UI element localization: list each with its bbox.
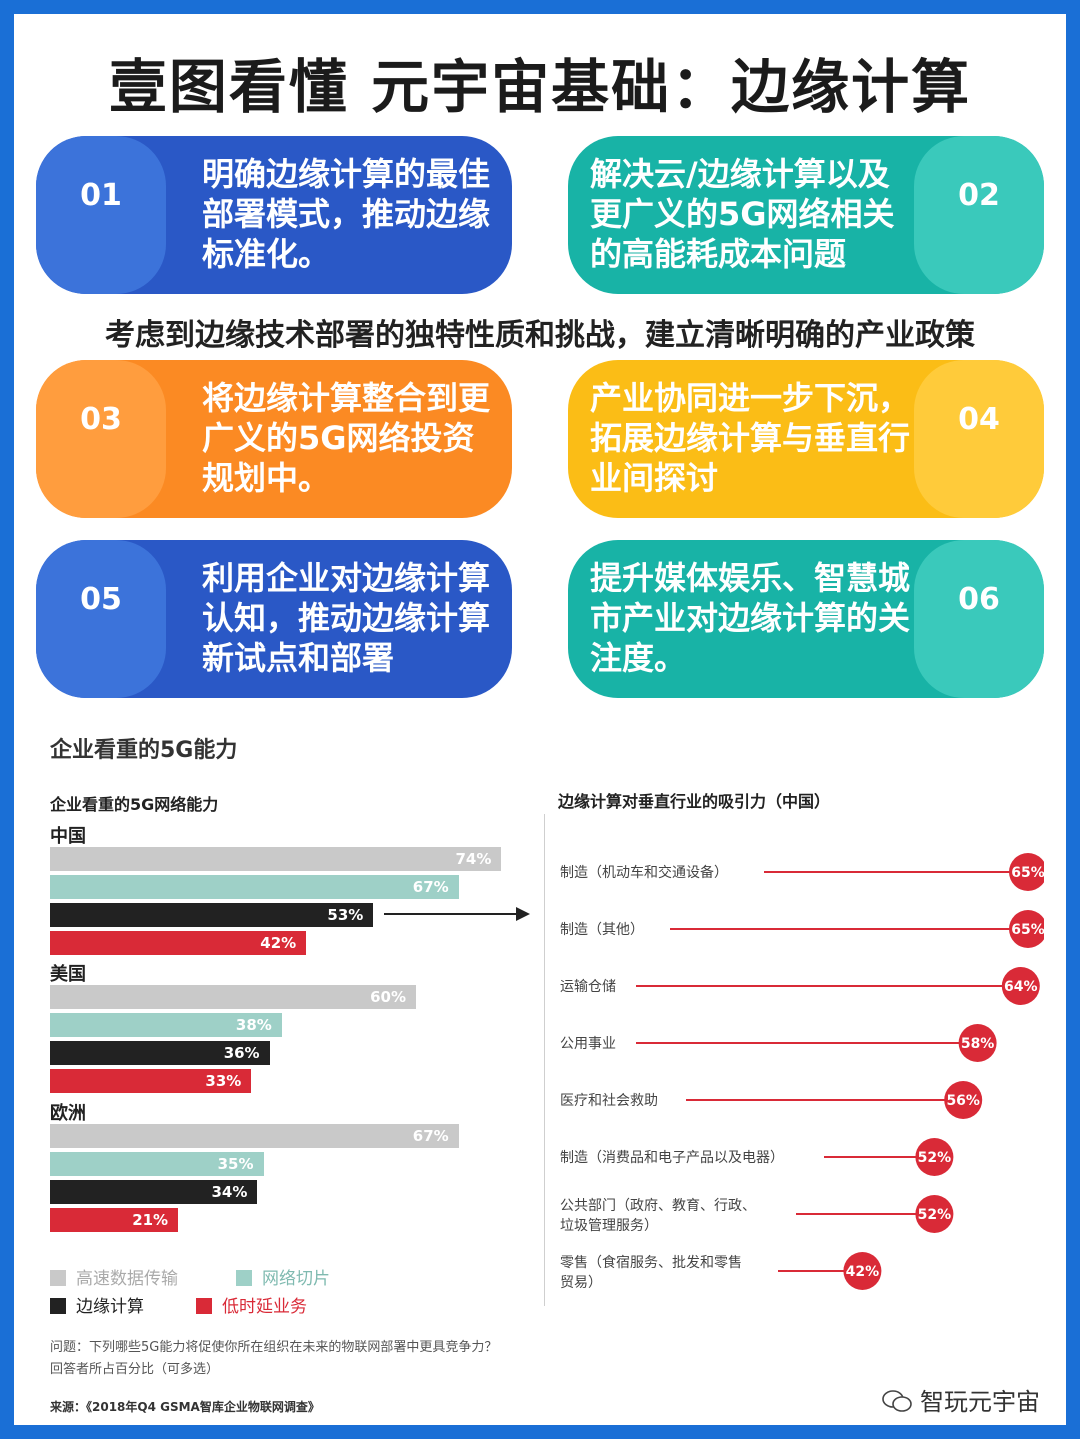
value-label: 52% <box>918 1150 952 1166</box>
card-text: 产业协同进一步下沉，拓展边缘计算与垂直行业间探讨 <box>590 379 911 497</box>
page-title: 壹图看懂 元宇宙基础：边缘计算 <box>108 53 972 121</box>
infographic-frame: 壹图看懂 元宇宙基础：边缘计算 01 明确边缘计算的最佳部署模式，推动边缘标准化… <box>14 14 1066 1425</box>
bar: 33% <box>50 1069 252 1093</box>
bar-chart-title: 企业看重的5G网络能力 <box>50 795 219 814</box>
source-note: 来源：《2018年Q4 GSMA智库企业物联网调查》 <box>50 1400 320 1414</box>
region-label: 美国 <box>50 964 86 985</box>
lollipop-dot <box>958 1024 997 1062</box>
legend-swatch <box>50 1270 66 1286</box>
category-label: 制造（其他） <box>560 922 644 938</box>
bar: 42% <box>50 931 307 955</box>
card-03: 03 将边缘计算整合到更广义的5G网络投资规划中。 <box>36 360 512 518</box>
lollipop-chart-title: 边缘计算对垂直行业的吸引力（中国） <box>558 792 831 811</box>
card-number: 01 <box>36 136 166 294</box>
category-label: 公用事业 <box>560 1036 616 1052</box>
bar: 35% <box>50 1152 264 1176</box>
legend-item: 边缘计算 <box>50 1292 144 1317</box>
card-number: 04 <box>914 360 1044 518</box>
bar: 60% <box>50 985 416 1009</box>
card-number: 02 <box>914 136 1044 294</box>
wechat-icon <box>882 1390 912 1412</box>
category-label: 医疗和社会救助 <box>560 1093 658 1109</box>
bar: 53% <box>50 903 374 927</box>
card-number: 05 <box>36 540 166 698</box>
lollipop-chart: 制造（机动车和交通设备） 65% 制造（其他） 65% 运输仓储 64% 公用事业 58% 医疗… <box>560 853 1044 1291</box>
card-04: 04 产业协同进一步下沉，拓展边缘计算与垂直行业间探讨 <box>568 360 1044 518</box>
question-note: 问题：下列哪些5G能力将促使你所在组织在未来的物联网部署中更具竞争力？ <box>50 1340 498 1355</box>
brand-mark: 智玩元宇宙 <box>882 1382 1040 1417</box>
policy-statement: 考虑到边缘技术部署的独特性质和挑战，建立清晰明确的产业政策 <box>105 318 975 353</box>
value-label: 56% <box>946 1093 980 1109</box>
legend-swatch <box>196 1298 212 1314</box>
lollipop-dot <box>944 1081 983 1119</box>
section-title: 企业看重的5G能力 <box>50 738 238 763</box>
category-label: 制造（机动车和交通设备） <box>560 864 728 881</box>
category-label: 贸易） <box>560 1275 602 1291</box>
bar: 74% <box>50 847 502 871</box>
value-label: 65% <box>1011 865 1044 881</box>
value-label: 42% <box>846 1264 880 1280</box>
arrow-line <box>384 913 516 915</box>
lollipop-dot <box>1009 853 1044 891</box>
category-label: 垃圾管理服务） <box>560 1218 658 1234</box>
card-02: 02 解决云/边缘计算以及更广义的5G网络相关的高能耗成本问题 <box>568 136 1044 294</box>
card-number: 03 <box>36 360 166 518</box>
category-label: 制造（消费品和电子产品以及电器） <box>560 1150 784 1166</box>
lollipop-dot <box>1009 910 1044 948</box>
chart-divider <box>544 814 545 1306</box>
card-text: 将边缘计算整合到更广义的5G网络投资规划中。 <box>202 379 491 497</box>
legend-item: 网络切片 <box>236 1264 330 1289</box>
bar: 67% <box>50 875 459 899</box>
value-label: 65% <box>1011 922 1044 938</box>
region-label: 中国 <box>50 826 86 847</box>
category-label: 零售（食宿服务、批发和零售 <box>560 1254 742 1271</box>
legend-item: 高速数据传输 <box>50 1264 178 1289</box>
value-label: 58% <box>961 1036 995 1052</box>
lollipop-dot <box>915 1138 954 1176</box>
card-05: 05 利用企业对边缘计算认知，推动边缘计算新试点和部署 <box>36 540 512 698</box>
bar: 21% <box>50 1208 179 1232</box>
bar: 36% <box>50 1041 270 1065</box>
card-06: 06 提升媒体娱乐、智慧城市产业对边缘计算的关注度。 <box>568 540 1044 698</box>
legend-swatch <box>50 1298 66 1314</box>
lollipop-dot <box>915 1195 954 1233</box>
card-number: 06 <box>914 540 1044 698</box>
card-text: 利用企业对边缘计算认知，推动边缘计算新试点和部署 <box>202 559 491 677</box>
lollipop-dot <box>843 1252 882 1290</box>
region-label: 欧洲 <box>50 1103 86 1124</box>
bar: 38% <box>50 1013 282 1037</box>
brand-name: 智玩元宇宙 <box>920 1388 1040 1416</box>
category-label: 公共部门（政府、教育、行政、 <box>560 1198 756 1214</box>
category-label: 运输仓储 <box>560 979 616 995</box>
legend-swatch <box>236 1270 252 1286</box>
card-text: 解决云/边缘计算以及更广义的5G网络相关的高能耗成本问题 <box>590 155 895 273</box>
value-label: 52% <box>918 1207 952 1223</box>
arrow-icon <box>516 907 530 921</box>
card-01: 01 明确边缘计算的最佳部署模式，推动边缘标准化。 <box>36 136 512 294</box>
value-label: 64% <box>1004 979 1038 995</box>
bar: 34% <box>50 1180 258 1204</box>
lollipop-dot <box>1001 967 1040 1005</box>
answer-note: 回答者所占百分比（可多选） <box>50 1362 220 1377</box>
card-text: 提升媒体娱乐、智慧城市产业对边缘计算的关注度。 <box>590 559 911 677</box>
legend-item: 低时延业务 <box>196 1292 307 1317</box>
bar: 67% <box>50 1124 459 1148</box>
card-text: 明确边缘计算的最佳部署模式，推动边缘标准化。 <box>202 155 491 273</box>
